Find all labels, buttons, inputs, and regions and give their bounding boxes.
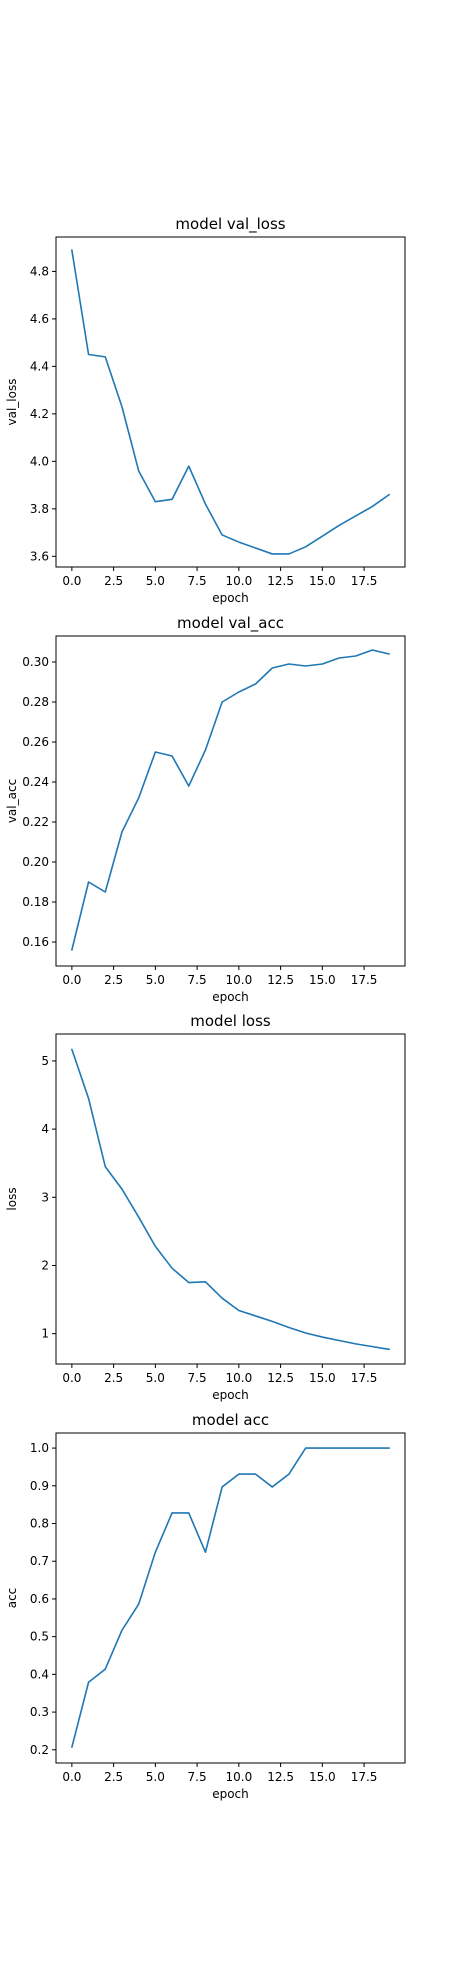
y-tick-label: 0.2 [30, 1743, 49, 1757]
x-tick-label: 2.5 [104, 973, 123, 987]
x-tick-label: 0.0 [62, 574, 81, 588]
y-tick-label: 0.6 [30, 1592, 49, 1606]
series-line [71, 249, 390, 555]
x-tick-label: 7.5 [188, 973, 207, 987]
x-tick-label: 17.5 [351, 973, 378, 987]
x-tick-label: 12.5 [267, 1371, 294, 1385]
x-axis-label: epoch [212, 1787, 249, 1801]
y-tick-label: 0.7 [30, 1554, 49, 1568]
chart-panel-2: model loss 1 2 3 4 5 0.0 2.5 5.0 7.5 10.0 12.5 15.0 1… [5, 1012, 406, 1402]
y-tick-label: 0.16 [22, 935, 49, 949]
x-tick-label: 10.0 [225, 1371, 252, 1385]
series-line [71, 649, 390, 951]
axes-frame [55, 1033, 406, 1365]
x-axis-label: epoch [212, 990, 249, 1004]
series-line [71, 1048, 390, 1351]
x-tick-label: 17.5 [351, 1371, 378, 1385]
x-axis-label: epoch [212, 591, 249, 605]
y-tick-label: 2 [41, 1258, 49, 1272]
chart-title: model loss [190, 1012, 271, 1030]
y-tick-label: 1 [41, 1327, 49, 1341]
chart-panel-3: model acc 0.2 0.3 0.4 0.5 0.6 0.7 0.8 0.9 1.0 0.0 2… [5, 1411, 406, 1801]
y-tick-label: 0.18 [22, 895, 49, 909]
x-tick-label: 5.0 [146, 1770, 165, 1784]
y-axis-label: val_acc [5, 779, 19, 823]
x-tick-label: 12.5 [267, 1770, 294, 1784]
y-tick-label: 0.26 [22, 735, 49, 749]
x-axis-label: epoch [212, 1388, 249, 1402]
axes-frame [55, 236, 406, 568]
y-tick-label: 4.6 [30, 312, 49, 326]
y-tick-label: 5 [41, 1054, 49, 1068]
x-tick-label: 7.5 [188, 1371, 207, 1385]
y-tick-label: 0.9 [30, 1479, 49, 1493]
x-tick-label: 5.0 [146, 973, 165, 987]
y-tick-label: 3 [41, 1190, 49, 1204]
chart-panel-0: model val_loss 3.6 3.8 4.0 4.2 4.4 4.6 4.8 0.0 2.… [5, 215, 406, 605]
y-tick-label: 0.3 [30, 1705, 49, 1719]
x-tick-label: 15.0 [309, 574, 336, 588]
x-tick-label: 2.5 [104, 1770, 123, 1784]
y-tick-label: 0.22 [22, 815, 49, 829]
chart-title: model acc [192, 1411, 269, 1429]
x-tick-label: 15.0 [309, 1371, 336, 1385]
y-tick-label: 0.4 [30, 1667, 49, 1681]
y-tick-label: 0.24 [22, 775, 49, 789]
y-axis-label: val_loss [5, 379, 19, 426]
y-tick-label: 4 [41, 1122, 49, 1136]
y-tick-label: 0.8 [30, 1517, 49, 1531]
x-tick-label: 12.5 [267, 973, 294, 987]
y-tick-label: 0.30 [22, 655, 49, 669]
y-tick-label: 3.8 [30, 502, 49, 516]
x-tick-label: 0.0 [62, 1770, 81, 1784]
x-tick-label: 10.0 [225, 1770, 252, 1784]
x-tick-label: 15.0 [309, 973, 336, 987]
series-line [71, 1447, 390, 1748]
y-tick-label: 3.6 [30, 549, 49, 563]
chart-panel-1: model val_acc 0.16 0.18 0.20 0.22 0.24 0.26 0.2… [5, 614, 406, 1004]
x-tick-label: 7.5 [188, 1770, 207, 1784]
y-axis-label: loss [5, 1187, 19, 1210]
chart-title: model val_acc [177, 614, 284, 633]
y-tick-label: 4.0 [30, 454, 49, 468]
y-axis-label: acc [5, 1588, 19, 1609]
x-tick-label: 10.0 [225, 973, 252, 987]
x-tick-label: 2.5 [104, 1371, 123, 1385]
y-tick-label: 4.8 [30, 264, 49, 278]
x-tick-label: 10.0 [225, 574, 252, 588]
x-tick-label: 0.0 [62, 973, 81, 987]
x-tick-label: 5.0 [146, 1371, 165, 1385]
y-tick-label: 0.20 [22, 855, 49, 869]
x-tick-label: 7.5 [188, 574, 207, 588]
y-tick-label: 4.4 [30, 359, 49, 373]
y-tick-label: 0.5 [30, 1630, 49, 1644]
x-tick-label: 2.5 [104, 574, 123, 588]
x-tick-label: 15.0 [309, 1770, 336, 1784]
x-tick-label: 5.0 [146, 574, 165, 588]
y-tick-label: 0.28 [22, 695, 49, 709]
axes-frame [55, 635, 406, 967]
y-tick-label: 1.0 [30, 1441, 49, 1455]
chart-title: model val_loss [175, 215, 285, 234]
x-tick-label: 0.0 [62, 1371, 81, 1385]
y-tick-label: 4.2 [30, 407, 49, 421]
x-tick-label: 17.5 [351, 574, 378, 588]
axes-frame [55, 1432, 406, 1764]
x-tick-label: 17.5 [351, 1770, 378, 1784]
x-tick-label: 12.5 [267, 574, 294, 588]
